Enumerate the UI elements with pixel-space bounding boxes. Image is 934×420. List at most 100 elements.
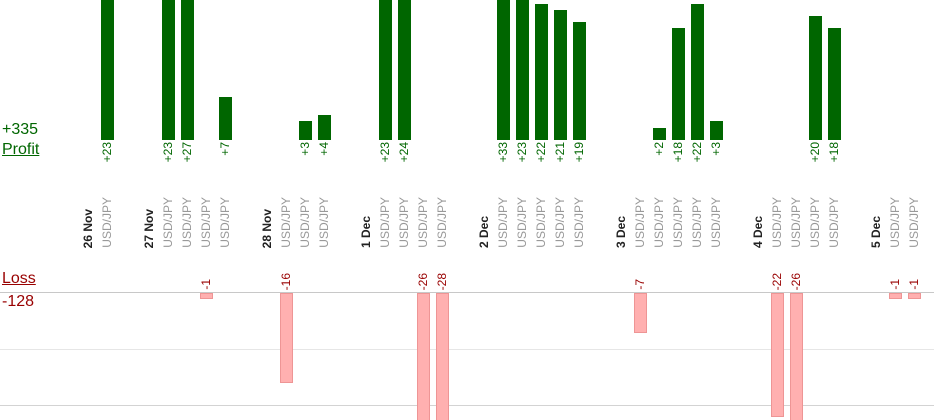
symbol-label: USD/JPY: [199, 197, 213, 248]
symbol-label: USD/JPY: [907, 197, 921, 248]
loss-baseline-gridline: [0, 292, 934, 293]
profit-bar: [318, 115, 331, 140]
loss-value-label: -1: [199, 279, 213, 290]
symbol-label: USD/JPY: [770, 197, 784, 248]
profit-bar: [299, 121, 312, 140]
loss-bar: [280, 293, 293, 383]
symbol-label: USD/JPY: [317, 197, 331, 248]
loss-value-label: -22: [770, 272, 784, 290]
loss-bar: [790, 293, 803, 420]
profit-bar: [691, 4, 704, 140]
symbol-label: USD/JPY: [218, 197, 232, 248]
loss-bar: [200, 293, 213, 299]
symbol-label: USD/JPY: [279, 197, 293, 248]
profit-bar: [554, 10, 567, 140]
profit-bar: [379, 0, 392, 140]
loss-value-label: -16: [279, 272, 293, 290]
profit-value-label: +23: [515, 142, 529, 163]
profit-bar: [710, 121, 723, 140]
profit-value-label: +19: [572, 142, 586, 163]
profit-value-label: +27: [180, 142, 194, 163]
profit-value-label: +2: [652, 142, 666, 156]
symbol-label: USD/JPY: [397, 197, 411, 248]
symbol-label: USD/JPY: [180, 197, 194, 248]
symbol-label: USD/JPY: [633, 197, 647, 248]
profit-bar: [516, 0, 529, 140]
symbol-label: USD/JPY: [416, 197, 430, 248]
profit-value-label: +18: [827, 142, 841, 163]
loss-axis-label: Loss: [2, 270, 36, 287]
profit-bar: [101, 0, 114, 140]
symbol-label: USD/JPY: [534, 197, 548, 248]
profit-value-label: +23: [100, 142, 114, 163]
profit-total: +335: [2, 121, 39, 138]
date-label: 28 Nov: [260, 208, 274, 248]
symbol-label: USD/JPY: [298, 197, 312, 248]
loss-value-label: -28: [435, 272, 449, 290]
profit-value-label: +20: [808, 142, 822, 163]
profit-value-label: +3: [298, 142, 312, 156]
symbol-label: USD/JPY: [690, 197, 704, 248]
profit-bar: [828, 28, 841, 140]
profit-value-label: +7: [218, 142, 232, 156]
profit-bar: [497, 0, 510, 140]
profit-bar: [398, 0, 411, 140]
symbol-label: USD/JPY: [553, 197, 567, 248]
date-label: 1 Dec: [359, 215, 373, 248]
profit-bar: [535, 4, 548, 140]
symbol-label: USD/JPY: [515, 197, 529, 248]
profit-value-label: +4: [317, 142, 331, 156]
profit-value-label: +3: [709, 142, 723, 156]
loss-bar: [771, 293, 784, 417]
symbol-label: USD/JPY: [709, 197, 723, 248]
date-label: 2 Dec: [477, 215, 491, 248]
profit-value-label: +22: [534, 142, 548, 163]
profit-value-label: +18: [671, 142, 685, 163]
symbol-label: USD/JPY: [652, 197, 666, 248]
loss-bar: [417, 293, 430, 420]
symbol-label: USD/JPY: [888, 197, 902, 248]
date-label: 26 Nov: [81, 208, 95, 248]
profit-bar: [162, 0, 175, 140]
profit-bar: [653, 128, 666, 140]
date-label: 27 Nov: [142, 208, 156, 248]
symbol-label: USD/JPY: [572, 197, 586, 248]
symbol-label: USD/JPY: [100, 197, 114, 248]
symbol-label: USD/JPY: [496, 197, 510, 248]
loss-bar: [889, 293, 902, 299]
profit-bar: [809, 16, 822, 140]
profit-value-label: +24: [397, 142, 411, 163]
loss-value-label: -1: [888, 279, 902, 290]
loss-lower-gridline: [0, 405, 934, 406]
loss-value-label: -26: [789, 272, 803, 290]
symbol-label: USD/JPY: [827, 197, 841, 248]
profit-value-label: +22: [690, 142, 704, 163]
profit-value-label: +33: [496, 142, 510, 163]
symbol-label: USD/JPY: [789, 197, 803, 248]
loss-total: -128: [2, 293, 35, 310]
loss-value-label: -26: [416, 272, 430, 290]
symbol-label: USD/JPY: [161, 197, 175, 248]
loss-minor-gridline: [0, 349, 934, 350]
profit-bar: [181, 0, 194, 140]
date-label: 5 Dec: [869, 215, 883, 248]
loss-bar: [634, 293, 647, 333]
profit-bar: [672, 28, 685, 140]
profit-bar: [219, 97, 232, 140]
symbol-label: USD/JPY: [378, 197, 392, 248]
loss-value-label: -7: [633, 279, 647, 290]
date-label: 3 Dec: [614, 215, 628, 248]
profit-axis-label: Profit: [2, 141, 40, 158]
loss-value-label: -1: [907, 279, 921, 290]
profit-bar: [573, 22, 586, 140]
symbol-label: USD/JPY: [808, 197, 822, 248]
date-label: 4 Dec: [751, 215, 765, 248]
symbol-label: USD/JPY: [435, 197, 449, 248]
loss-bar: [908, 293, 921, 299]
profit-value-label: +21: [553, 142, 567, 163]
profit-value-label: +23: [378, 142, 392, 163]
profit-value-label: +23: [161, 142, 175, 163]
loss-bar: [436, 293, 449, 420]
